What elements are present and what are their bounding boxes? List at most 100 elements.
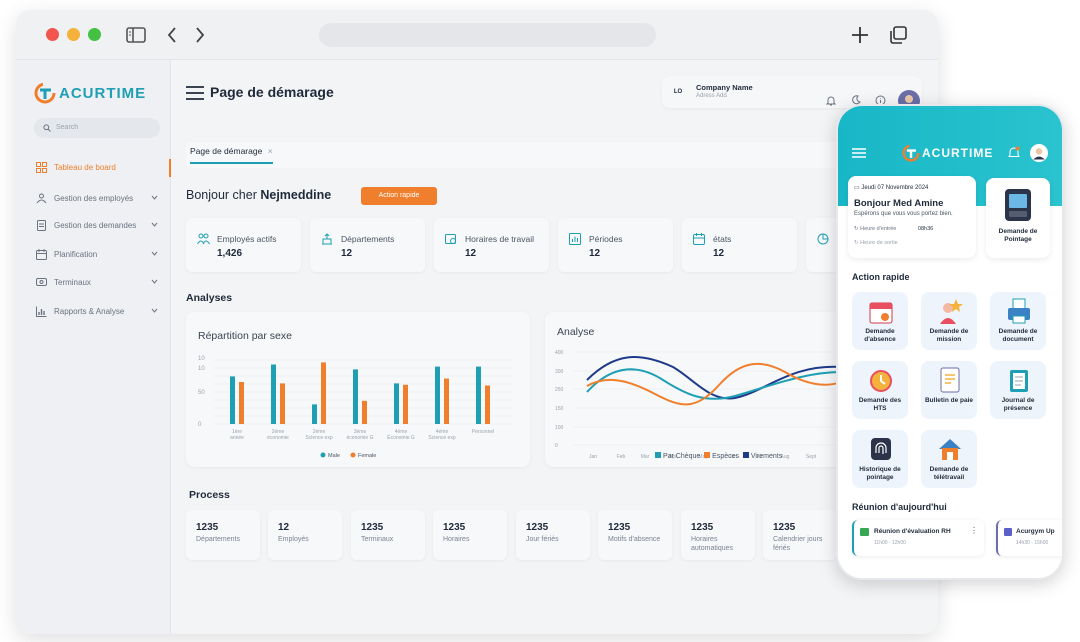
back-icon[interactable] <box>166 26 178 44</box>
sidebar-item-terminals[interactable]: Terminaux <box>16 274 170 292</box>
quick-action-title: Action rapide <box>852 272 910 282</box>
meeting-card[interactable]: Acurgym Up 14h30 - 15h00 <box>996 520 1062 556</box>
address-bar[interactable] <box>319 23 656 47</box>
date-text: Jeudi 07 Novembre 2024 <box>861 185 929 191</box>
tabs-overview-icon[interactable] <box>888 25 908 45</box>
tile-attendance-log[interactable]: Journal de présence <box>990 361 1046 419</box>
line-legend: Par Chèque Espèces Virements <box>655 452 782 460</box>
company-selector[interactable]: LO Company Name Adress Add <box>662 76 922 108</box>
process-value: 1235 <box>361 522 384 533</box>
tile-remote-work[interactable]: Demande de télétravail <box>921 430 977 488</box>
tile-absence[interactable]: Demande d'absence <box>852 292 908 350</box>
legend-female: Female <box>358 453 376 459</box>
stat-card-states[interactable]: états 12 <box>682 218 797 272</box>
bar-chart-icon <box>569 233 581 245</box>
close-window-button[interactable] <box>46 28 59 41</box>
tab-close-icon[interactable]: × <box>267 146 273 156</box>
process-value: 1235 <box>526 522 549 533</box>
new-tab-icon[interactable] <box>851 26 869 44</box>
tile-document[interactable]: Demande de document <box>990 292 1046 350</box>
home-icon <box>939 439 961 460</box>
clock-in-card[interactable]: Demande de Pointage <box>986 178 1050 258</box>
sidebar-item-label: Terminaux <box>54 278 91 287</box>
process-card[interactable]: 12 Employés <box>268 510 342 560</box>
process-card[interactable]: 1235 Jour fériés <box>516 510 590 560</box>
mobile-app-mockup: ACURTIME ▭ Jeudi 07 Novembre 2024 Bonjou… <box>836 104 1064 580</box>
tile-clock-history[interactable]: Historique de pointage <box>852 430 908 488</box>
mobile-menu-icon[interactable] <box>852 148 866 158</box>
process-value: 12 <box>278 522 290 533</box>
process-card[interactable]: 1235 Départements <box>186 510 260 560</box>
stat-card-periods[interactable]: Périodes 12 <box>558 218 673 272</box>
process-card[interactable]: 1235 Calendrier jours fériés <box>763 510 837 560</box>
bell-icon[interactable] <box>826 95 836 106</box>
sidebar-item-requests[interactable]: Gestion des demandes <box>16 217 170 235</box>
calendar-icon <box>693 233 705 245</box>
entry-label: Heure d'entrée <box>860 226 897 232</box>
bar-chart: 10 10 50 0 1ére année 2éme économie 2éme Scie… <box>198 356 512 459</box>
sidebar-item-employees[interactable]: Gestion des employés <box>16 190 170 208</box>
process-value: 1235 <box>773 522 796 533</box>
chevron-down-icon <box>151 222 158 227</box>
calendar-icon <box>36 249 47 260</box>
bar-female <box>444 378 449 424</box>
tile-label: Demande de mission <box>929 328 969 343</box>
users-icon <box>36 193 47 204</box>
analyses-title: Analyses <box>186 292 233 304</box>
quick-action-button[interactable]: Action rapide <box>361 187 437 205</box>
process-card[interactable]: 1235 Motifs d'absence <box>598 510 672 560</box>
entry-value: 08h36 <box>917 226 934 232</box>
chart-title: Analyse <box>557 326 595 338</box>
clipboard-icon <box>1010 370 1028 392</box>
tile-hts[interactable]: Demande des HTS <box>852 361 908 419</box>
search-placeholder: Search <box>56 124 79 131</box>
mobile-avatar[interactable] <box>1030 144 1048 162</box>
mobile-bell-icon[interactable] <box>1008 146 1020 159</box>
sidebar-item-reports[interactable]: Rapports & Analyse <box>16 303 170 321</box>
tile-mission[interactable]: Demande de mission <box>921 292 977 350</box>
process-card[interactable]: 1235 Horaires automatiques <box>681 510 755 560</box>
browser-window: ACURTIME Search Tableau de board Gestion… <box>16 10 938 634</box>
date-chip: ▭ Jeudi 07 Novembre 2024 <box>854 185 929 191</box>
tile-payslip[interactable]: Bulletin de paie <box>921 361 977 419</box>
more-options-icon[interactable]: ⋮ <box>970 526 978 535</box>
x-tick: Apr <box>669 454 677 460</box>
maximize-window-button[interactable] <box>88 28 101 41</box>
x-tick: 3éme économie G <box>347 429 374 441</box>
sidebar-item-label: Planification <box>54 250 98 259</box>
star-person-icon <box>940 299 963 324</box>
stat-label: Départements <box>341 234 395 244</box>
process-label: Employés <box>278 536 309 543</box>
chart-analysis-card: Analyse 400 300 250 150 100 0 Jan <box>545 312 845 467</box>
process-card[interactable]: 1235 Horaires <box>433 510 507 560</box>
tab-home[interactable]: Page de démarage × <box>190 146 273 164</box>
process-card[interactable]: 1235 Terminaux <box>351 510 425 560</box>
meeting-card[interactable]: Réunion d'évaluation RH 11h00 - 12h00 ⋮ <box>852 520 984 556</box>
minimize-window-button[interactable] <box>67 28 80 41</box>
stat-card-employees[interactable]: Employés actifs 1,426 <box>186 218 301 272</box>
process-value: 1235 <box>443 522 466 533</box>
forward-icon[interactable] <box>194 26 206 44</box>
greeting: Bonjour cher Nejmeddine <box>186 188 331 202</box>
process-label: Motifs d'absence <box>608 536 661 543</box>
tab-bar: Page de démarage × <box>186 142 938 168</box>
bar-male <box>271 364 276 424</box>
company-avatar: LO <box>673 89 683 95</box>
stat-card-schedules[interactable]: Horaires de travail 12 <box>434 218 549 272</box>
page-title: Page de démarage <box>210 84 334 100</box>
x-tick: Jun <box>729 454 737 460</box>
y-tick: 10 <box>198 366 205 372</box>
sidebar-item-planning[interactable]: Planification <box>16 246 170 264</box>
sidebar-item-dashboard[interactable]: Tableau de board <box>16 159 171 177</box>
search-input[interactable]: Search <box>34 118 160 138</box>
process-label: Calendrier jours fériés <box>773 536 823 552</box>
process-value: 1235 <box>691 522 714 533</box>
menu-icon[interactable] <box>186 86 204 100</box>
dark-mode-icon[interactable] <box>851 95 861 105</box>
welcome-card: ▭ Jeudi 07 Novembre 2024 Bonjour Med Ami… <box>848 176 976 258</box>
stat-label: Horaires de travail <box>465 234 534 244</box>
grid-icon <box>36 162 47 173</box>
welcome-title: Bonjour Med Amine <box>854 198 944 209</box>
stat-card-departments[interactable]: Départements 12 <box>310 218 425 272</box>
sidebar-toggle-icon[interactable] <box>126 27 146 43</box>
